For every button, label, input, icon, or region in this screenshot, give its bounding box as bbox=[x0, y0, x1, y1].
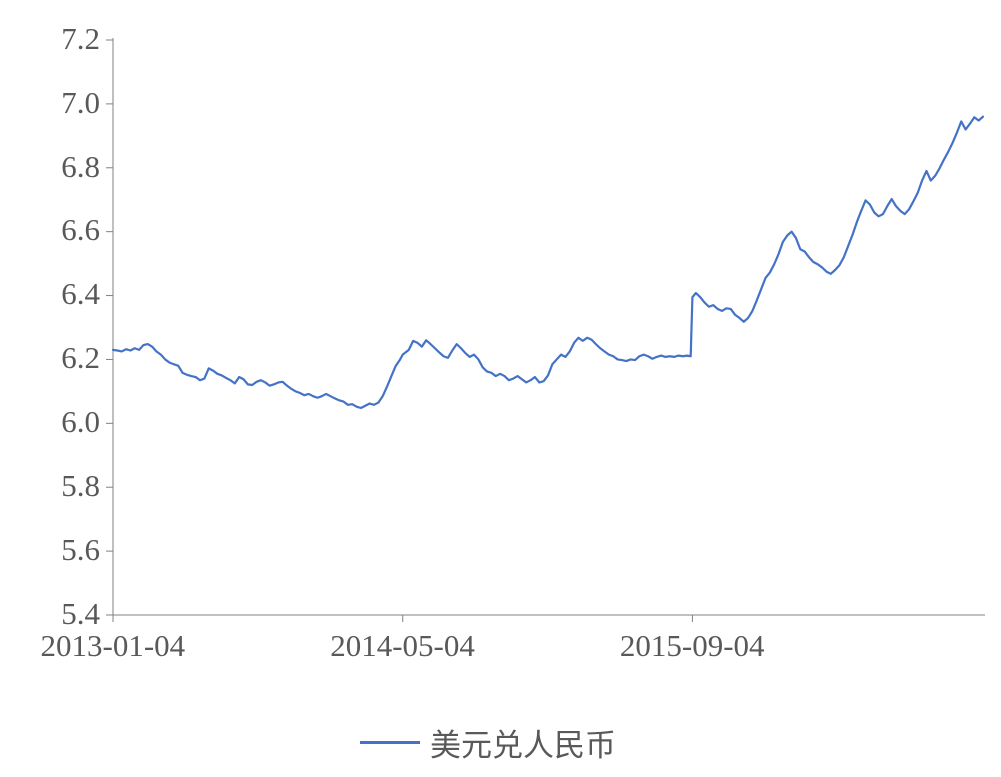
ytick-label: 5.8 bbox=[61, 468, 100, 504]
ytick-label: 6.4 bbox=[61, 276, 100, 312]
ytick-label: 7.2 bbox=[61, 21, 100, 57]
legend: 美元兑人民币 bbox=[360, 720, 616, 765]
legend-line-icon bbox=[360, 741, 420, 744]
xtick-label: 2015-09-04 bbox=[620, 628, 765, 664]
ytick-label: 6.0 bbox=[61, 404, 100, 440]
ytick-label: 7.0 bbox=[61, 85, 100, 121]
xtick-label: 2013-01-04 bbox=[41, 628, 186, 664]
ytick-label: 5.4 bbox=[61, 596, 100, 632]
ytick-label: 6.8 bbox=[61, 149, 100, 185]
ytick-label: 6.2 bbox=[61, 340, 100, 376]
xtick-label: 2014-05-04 bbox=[330, 628, 475, 664]
ytick-label: 6.6 bbox=[61, 212, 100, 248]
legend-label: 美元兑人民币 bbox=[430, 720, 616, 765]
ytick-label: 5.6 bbox=[61, 532, 100, 568]
chart-container: 5.4 5.6 5.8 6.0 6.2 6.4 6.6 6.8 7.0 7.2 2013-01-04… bbox=[0, 0, 1001, 777]
